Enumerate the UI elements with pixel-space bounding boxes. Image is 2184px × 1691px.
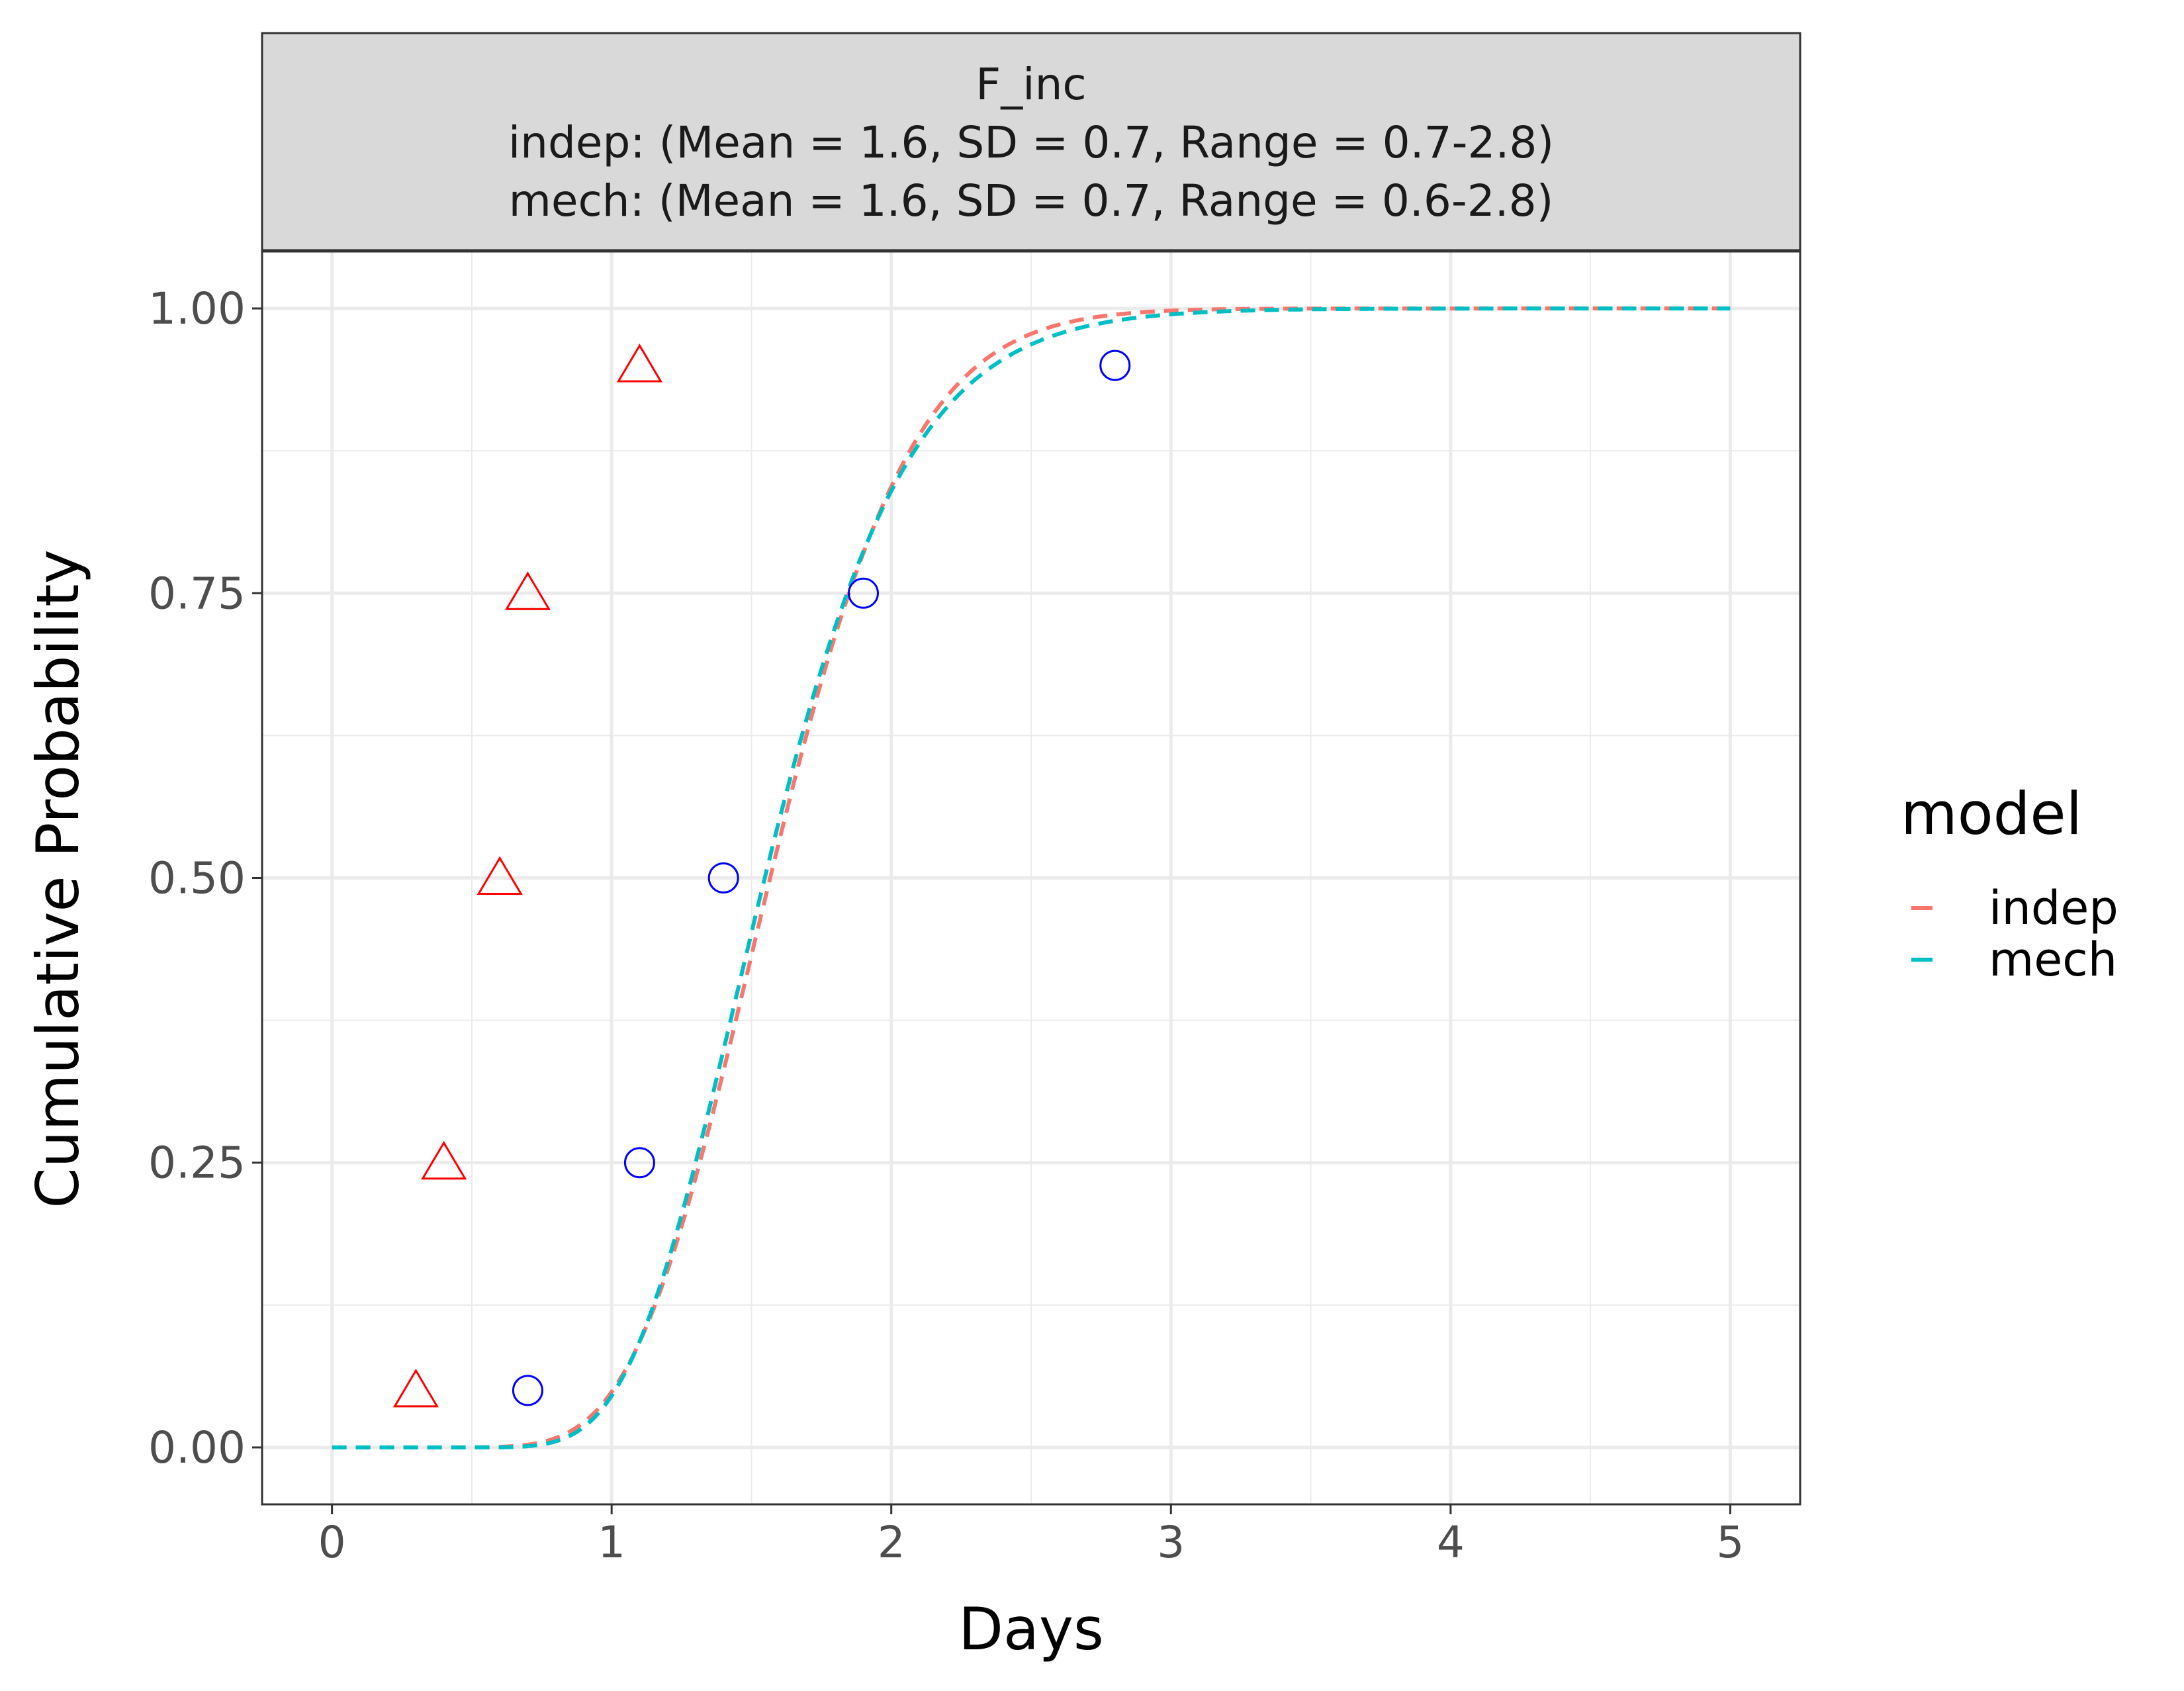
y-axis-title: Cumulative Probability	[24, 549, 92, 1208]
x-tick-label: 2	[878, 1517, 905, 1568]
major-gridlines	[262, 251, 1800, 1504]
data-points	[392, 343, 1131, 1408]
circle-point	[623, 1147, 655, 1179]
triangle-point	[421, 1140, 467, 1180]
strip-line-1: F_inc	[976, 59, 1086, 110]
strip-background	[261, 32, 1801, 251]
circle-point	[847, 577, 879, 609]
strip-line-3: mech: (Mean = 1.6, SD = 0.7, Range = 0.6…	[509, 175, 1554, 226]
triangle-point	[504, 571, 551, 610]
strip-line-2: indep: (Mean = 1.6, SD = 0.7, Range = 0.…	[508, 117, 1554, 168]
x-tick-label: 0	[318, 1517, 346, 1568]
x-tick-label: 3	[1157, 1517, 1185, 1568]
x-tick-label: 1	[598, 1517, 625, 1568]
triangle-point	[616, 343, 663, 383]
circle-point	[512, 1375, 543, 1406]
series-lines	[332, 306, 1731, 1449]
y-tick-label: 0.75	[148, 568, 246, 619]
series-line-mech	[332, 306, 1731, 1449]
x-axis-title: Days	[958, 1595, 1104, 1663]
legend-title: model	[1901, 780, 2082, 848]
y-axis: 0.00 0.25 0.50 0.75 1.00	[148, 283, 262, 1473]
y-tick-label: 0.25	[148, 1138, 246, 1189]
circle-point	[707, 862, 739, 893]
triangle-point	[477, 856, 523, 895]
circle-point	[1099, 349, 1131, 381]
y-tick-label: 0.00	[148, 1422, 246, 1473]
x-tick-label: 4	[1437, 1517, 1465, 1568]
y-tick-label: 1.00	[148, 283, 246, 334]
series-line-indep	[332, 306, 1731, 1449]
y-tick-label: 0.50	[148, 853, 246, 904]
legend-label-indep: indep	[1989, 881, 2118, 935]
x-axis: 0 1 2 3 4 5	[318, 1504, 1744, 1568]
legend-label-mech: mech	[1989, 933, 2117, 987]
triangle-point	[392, 1368, 439, 1408]
x-tick-label: 5	[1716, 1517, 1744, 1568]
